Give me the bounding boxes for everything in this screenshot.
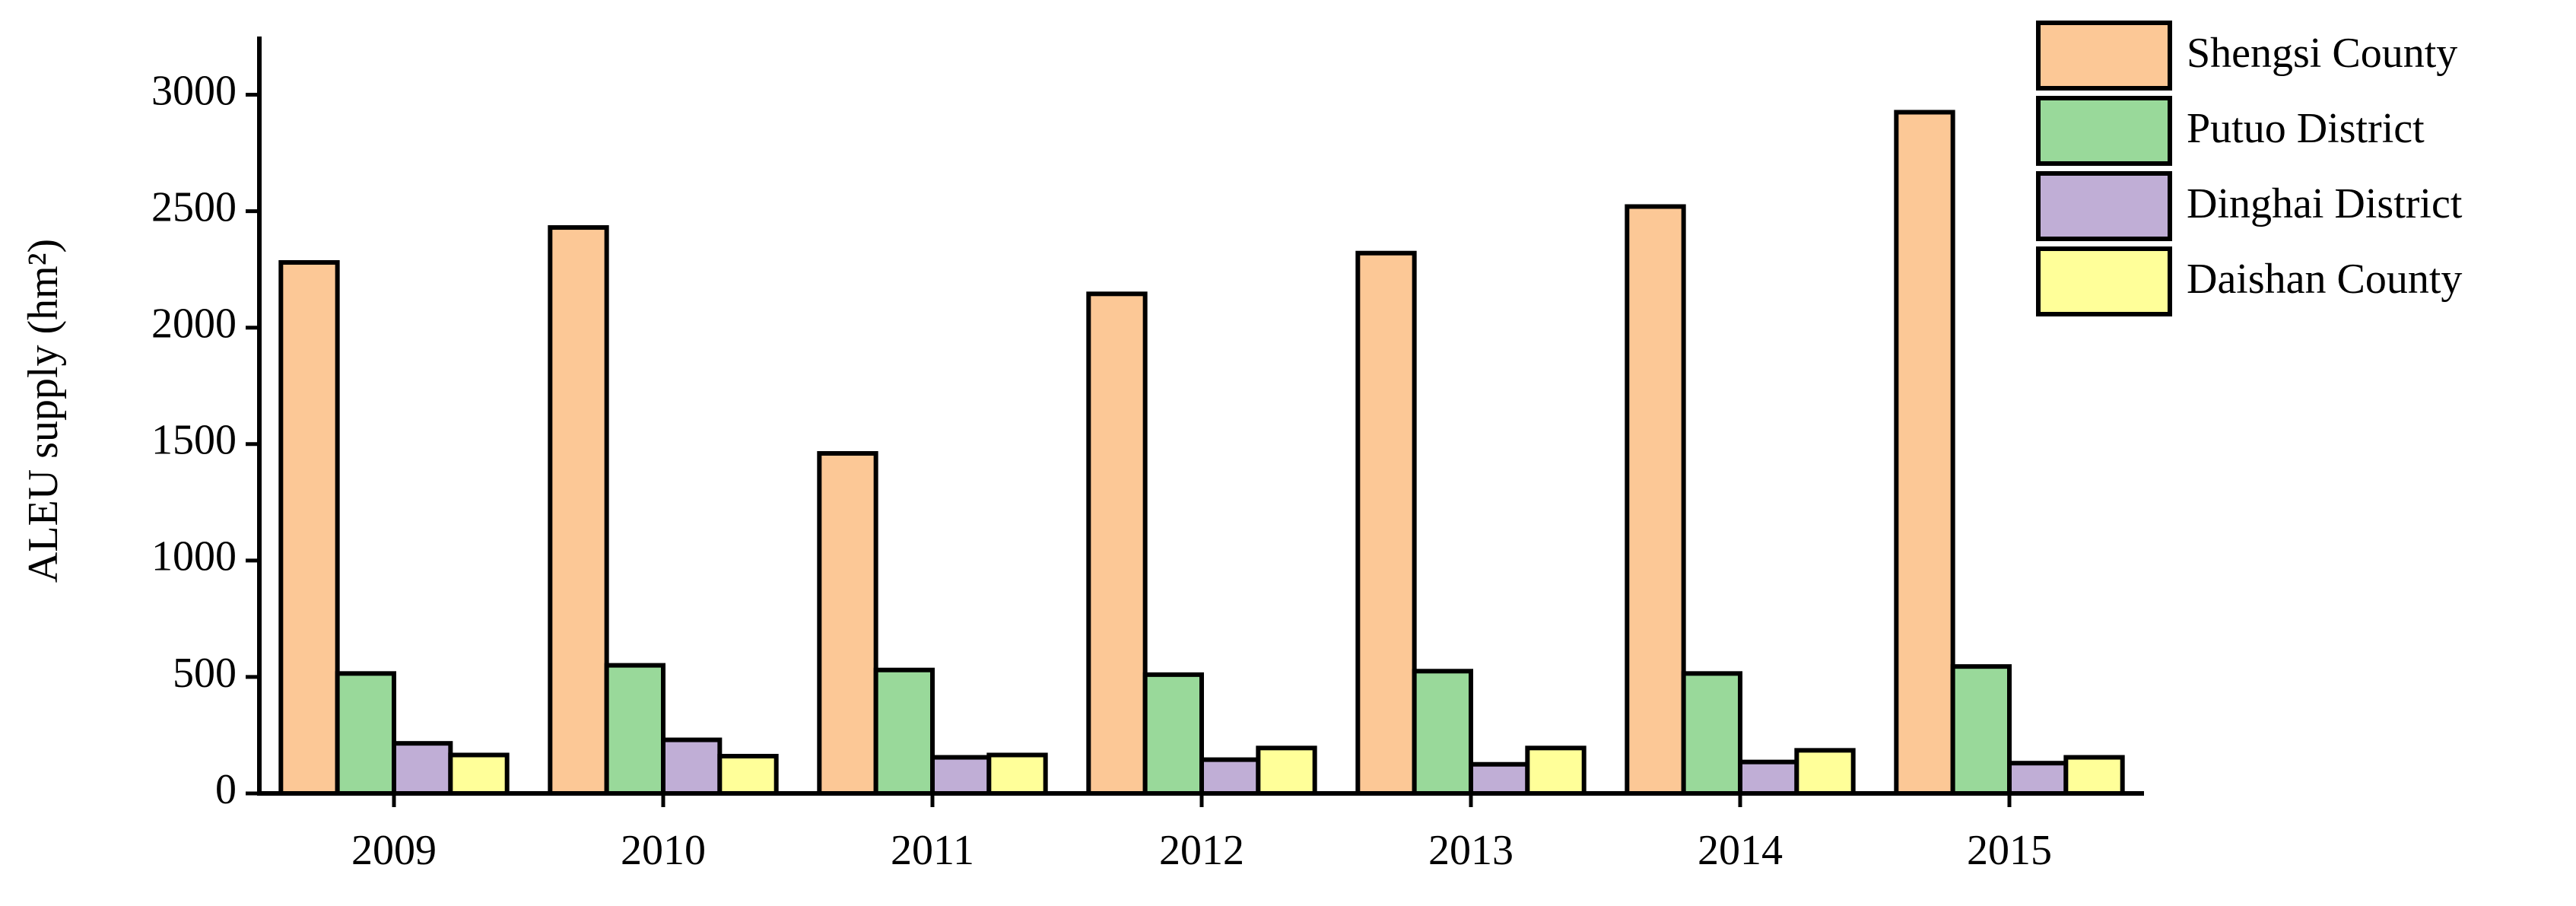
bar — [1681, 671, 1742, 796]
legend-swatch — [2036, 21, 2172, 91]
y-tick-label: 3000 — [151, 67, 237, 114]
legend-label: Shengsi County — [2187, 30, 2457, 77]
bar — [1256, 745, 1317, 796]
bar — [2063, 755, 2125, 796]
x-tick-label: 2013 — [1428, 827, 1514, 874]
legend-swatch — [2036, 171, 2172, 241]
bar — [873, 667, 935, 796]
legend-label: Daishan County — [2187, 256, 2462, 303]
y-tick-label: 0 — [215, 766, 237, 813]
bar — [335, 671, 396, 796]
legend-label: Dinghai District — [2187, 180, 2463, 227]
bar — [604, 663, 665, 796]
bar — [986, 752, 1048, 796]
y-tick-label: 500 — [173, 650, 237, 697]
bar — [1625, 204, 1686, 796]
bar — [1142, 672, 1205, 796]
x-tick-label: 2010 — [621, 827, 706, 874]
x-tick-label: 2014 — [1698, 827, 1783, 874]
bar — [1794, 748, 1856, 796]
bar — [2007, 761, 2069, 796]
y-tick-label: 2500 — [151, 183, 237, 230]
bar — [1086, 291, 1148, 796]
bar — [1199, 757, 1261, 796]
bar — [661, 737, 723, 796]
bar — [1738, 759, 1799, 796]
bar — [1469, 761, 1530, 796]
bar — [930, 755, 992, 796]
bar — [1525, 745, 1587, 796]
y-tick-label: 1500 — [151, 417, 237, 464]
legend-label: Putuo District — [2187, 105, 2425, 152]
y-axis-label: ALEU supply (hm²) — [20, 239, 67, 583]
bar — [1950, 664, 2012, 796]
bar — [817, 451, 878, 796]
bar — [717, 754, 779, 796]
legend-swatch — [2036, 96, 2172, 166]
x-tick-label: 2011 — [891, 827, 974, 874]
x-tick-label: 2015 — [1967, 827, 2052, 874]
x-tick-label: 2012 — [1159, 827, 1244, 874]
bar — [278, 259, 340, 796]
bar — [392, 741, 453, 796]
y-tick-label: 1000 — [151, 533, 237, 580]
bar — [1355, 250, 1417, 796]
y-tick-label: 2000 — [151, 300, 237, 348]
x-tick-label: 2009 — [351, 827, 437, 874]
bar — [1412, 669, 1474, 796]
bar — [1894, 110, 1955, 796]
legend-swatch — [2036, 246, 2172, 316]
bar — [548, 225, 609, 796]
bar — [448, 752, 510, 796]
